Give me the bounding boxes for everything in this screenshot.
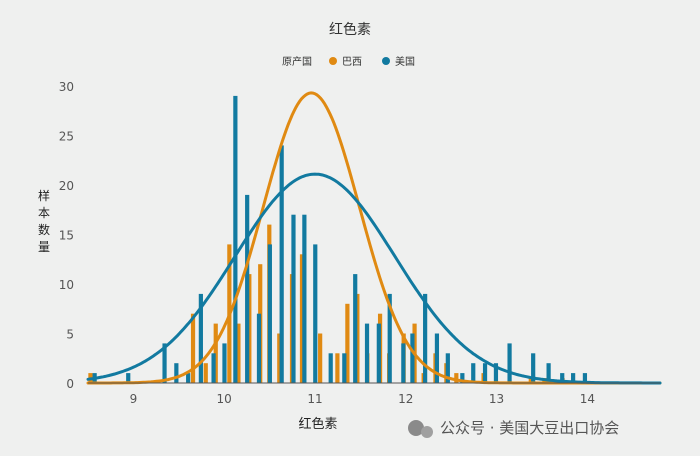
bar — [454, 373, 459, 383]
bar — [528, 378, 533, 383]
bar — [355, 293, 360, 383]
bar — [313, 244, 318, 383]
bar — [560, 373, 565, 383]
series-bars-1 — [92, 95, 588, 384]
bar — [279, 145, 284, 383]
bar — [291, 214, 296, 383]
bar — [233, 95, 238, 384]
axes: 0 5 10 15 20 25 30 9 10 11 12 13 14 — [59, 80, 660, 406]
bar — [190, 313, 196, 383]
x-axis-label: 红色素 — [298, 416, 337, 432]
plot-area — [86, 91, 662, 385]
bar — [174, 363, 179, 383]
series-bars-0 — [88, 224, 565, 383]
bar — [302, 214, 307, 383]
bar — [213, 323, 218, 383]
bar — [186, 373, 191, 383]
legend-swatch-usa — [382, 57, 390, 65]
bar — [318, 333, 323, 383]
bar — [277, 333, 282, 383]
bar — [342, 353, 347, 383]
bar — [423, 293, 428, 383]
bar — [471, 363, 476, 383]
x-tick-label: 9 — [130, 392, 138, 406]
bar — [353, 274, 358, 383]
density-curve-1 — [86, 172, 662, 385]
legend-swatch-brazil — [329, 57, 337, 65]
wechat-icon-bubble — [421, 426, 433, 438]
y-tick-label: 20 — [59, 179, 74, 193]
x-tick-label: 13 — [489, 392, 504, 406]
bar — [328, 353, 333, 383]
bar — [546, 363, 551, 383]
bar — [507, 343, 512, 383]
bar — [410, 333, 415, 383]
wechat-icon — [408, 420, 424, 436]
bar — [345, 303, 350, 383]
bar — [445, 353, 450, 383]
x-tick-label: 11 — [307, 392, 322, 406]
y-tick-label: 30 — [59, 80, 74, 94]
chart-title: 红色素 — [329, 21, 371, 38]
bar — [198, 293, 203, 383]
bar — [582, 373, 588, 383]
bar — [245, 194, 250, 383]
legend: 原产国 巴西 美国 — [282, 55, 415, 68]
bar — [376, 323, 381, 383]
bar — [387, 293, 392, 383]
legend-label-usa: 美国 — [395, 55, 415, 68]
bar — [460, 373, 465, 383]
bar — [364, 323, 370, 383]
bar — [211, 353, 216, 383]
bar — [267, 244, 272, 383]
watermark: 公众号 · 美国大豆出口协会 — [408, 419, 619, 438]
y-tick-label: 10 — [59, 278, 74, 292]
x-tick-label: 10 — [217, 392, 232, 406]
bar — [236, 323, 241, 383]
y-axis-label: 样本数量 — [38, 188, 50, 254]
legend-title: 原产国 — [282, 55, 312, 68]
bar — [162, 343, 167, 383]
y-tick-label: 15 — [59, 229, 74, 243]
bar — [203, 363, 208, 383]
watermark-text: 公众号 · 美国大豆出口协会 — [440, 419, 619, 437]
x-tick-label: 14 — [580, 392, 595, 406]
bar — [299, 254, 305, 383]
legend-label-brazil: 巴西 — [342, 56, 362, 68]
bar — [531, 353, 536, 383]
bar — [482, 363, 488, 383]
bar — [434, 333, 440, 383]
bar — [571, 373, 576, 383]
x-tick-label: 12 — [398, 392, 413, 406]
bar — [126, 373, 131, 383]
y-tick-label: 25 — [59, 130, 74, 144]
bar — [335, 353, 340, 383]
bar — [222, 343, 227, 383]
bar — [493, 363, 499, 383]
y-tick-label: 5 — [66, 328, 74, 342]
bar — [247, 274, 252, 383]
y-tick-label: 0 — [66, 377, 74, 391]
bar — [256, 313, 262, 383]
bar — [401, 343, 406, 383]
